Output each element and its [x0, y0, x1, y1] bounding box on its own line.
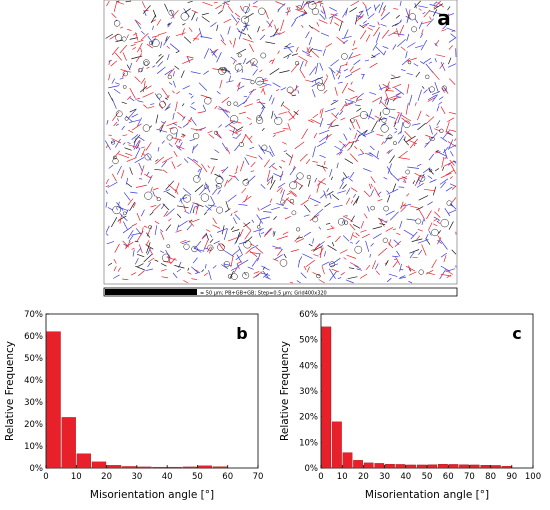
- y-axis-label: Relative Frequency: [4, 341, 16, 441]
- histogram-bar: [322, 327, 331, 468]
- x-axis-label: Misorientation angle [°]: [90, 489, 214, 501]
- x-tick-label: 20: [101, 472, 112, 482]
- histogram-bar: [332, 422, 341, 468]
- y-tick-label: 50%: [299, 336, 318, 346]
- scale-bar: [105, 289, 197, 295]
- y-tick-label: 50%: [24, 354, 43, 364]
- histogram-bar: [459, 465, 468, 468]
- y-tick-label: 30%: [299, 387, 318, 397]
- grain-boundary-map: a = 50 µm; PB+GB+GB; Step=0.5 µm; Grid40…: [0, 0, 550, 300]
- x-tick-label: 0: [318, 472, 323, 482]
- histogram-bar: [343, 453, 352, 468]
- y-axis-label: Relative Frequency: [279, 341, 291, 441]
- y-tick-label: 70%: [24, 310, 43, 320]
- histogram-bar: [428, 465, 437, 468]
- y-tick-label: 10%: [299, 438, 318, 448]
- x-tick-label: 100: [525, 472, 541, 482]
- y-tick-label: 40%: [24, 376, 43, 386]
- histogram-bar: [385, 464, 394, 468]
- panel-label-a: a: [437, 6, 451, 30]
- x-tick-label: 50: [192, 472, 203, 482]
- x-tick-label: 20: [358, 472, 369, 482]
- x-tick-label: 40: [400, 472, 411, 482]
- histogram-c-panel: Misorientation angle [°] Relative Frequen…: [275, 300, 550, 506]
- histogram-bar: [375, 463, 384, 468]
- histogram-bar: [364, 463, 373, 468]
- panel-label-b: b: [236, 324, 247, 343]
- histogram-bar: [77, 454, 91, 468]
- histogram-bar: [438, 464, 447, 468]
- grain-boundary-map-panel: a = 50 µm; PB+GB+GB; Step=0.5 µm; Grid40…: [0, 0, 550, 300]
- histogram-c: Misorientation angle [°] Relative Frequen…: [275, 300, 550, 506]
- histogram-bar: [198, 466, 212, 468]
- histogram-bar: [168, 467, 182, 468]
- x-tick-label: 60: [222, 472, 233, 482]
- x-tick-label: 30: [131, 472, 142, 482]
- panel-label-c: c: [512, 324, 521, 343]
- histogram-b-panel: Misorientation angle [°] Relative Frequen…: [0, 300, 275, 506]
- scale-bar-caption: = 50 µm; PB+GB+GB; Step=0.5 µm; Grid400x…: [200, 291, 327, 297]
- y-tick-label: 0%: [305, 464, 319, 474]
- boundary-segment: [249, 4, 250, 7]
- x-tick-label: 40: [162, 472, 173, 482]
- histogram-b: Misorientation angle [°] Relative Frequen…: [0, 300, 275, 506]
- y-tick-label: 30%: [24, 398, 43, 408]
- map-frame: [104, 0, 457, 284]
- boundary-segment: [413, 257, 418, 258]
- histogram-bar: [213, 467, 227, 468]
- y-tick-label: 40%: [299, 361, 318, 371]
- histogram-bar: [406, 465, 415, 468]
- y-tick-label: 60%: [299, 310, 318, 320]
- x-tick-label: 80: [485, 472, 496, 482]
- x-tick-label: 90: [506, 472, 517, 482]
- x-tick-label: 10: [337, 472, 348, 482]
- boundary-segment: [139, 179, 142, 180]
- y-tick-label: 0%: [30, 464, 44, 474]
- histogram-bar: [449, 464, 458, 468]
- histogram-bar: [92, 462, 106, 468]
- boundary-segment: [399, 187, 405, 188]
- histogram-bar: [107, 465, 121, 468]
- plot-area: [321, 314, 533, 468]
- histogram-bar: [122, 466, 136, 468]
- boundary-segment: [109, 135, 112, 136]
- histogram-bar: [137, 467, 151, 468]
- histogram-bar: [481, 465, 490, 468]
- x-tick-label: 60: [443, 472, 454, 482]
- y-tick-label: 60%: [24, 332, 43, 342]
- histogram-bar: [62, 417, 76, 468]
- x-axis-label: Misorientation angle [°]: [365, 489, 489, 501]
- histogram-bar: [353, 460, 362, 468]
- boundary-segment: [238, 63, 241, 64]
- histogram-bar: [153, 467, 167, 468]
- histogram-bar: [502, 466, 511, 468]
- y-tick-label: 20%: [24, 420, 43, 430]
- histogram-bar: [183, 467, 197, 468]
- x-tick-label: 30: [379, 472, 390, 482]
- histogram-bar: [47, 332, 61, 468]
- histogram-bar: [491, 465, 500, 468]
- x-tick-label: 0: [43, 472, 48, 482]
- histogram-bar: [470, 465, 479, 468]
- x-tick-label: 10: [71, 472, 82, 482]
- histogram-bar: [417, 465, 426, 468]
- y-tick-label: 10%: [24, 442, 43, 452]
- histogram-bar: [396, 464, 405, 468]
- x-tick-label: 50: [422, 472, 433, 482]
- y-tick-label: 20%: [299, 413, 318, 423]
- x-tick-label: 70: [253, 472, 264, 482]
- plot-area: [46, 314, 258, 468]
- x-tick-label: 70: [464, 472, 475, 482]
